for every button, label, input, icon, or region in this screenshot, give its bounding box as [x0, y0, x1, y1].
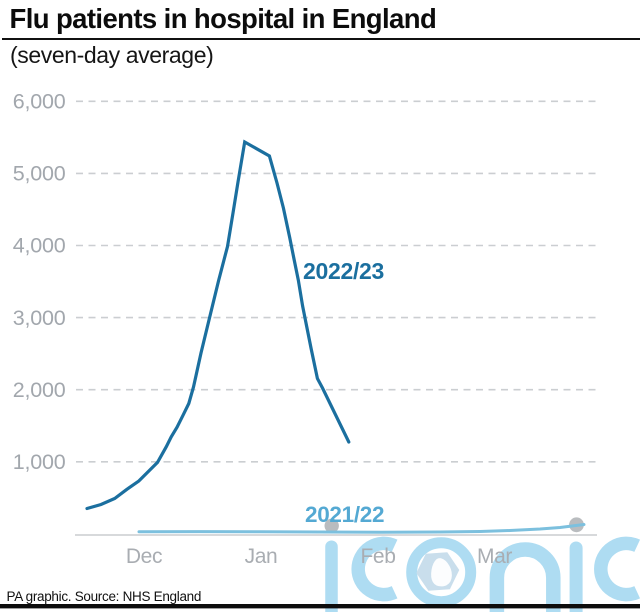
- svg-text:Feb: Feb: [361, 545, 396, 568]
- svg-text:3,000: 3,000: [13, 306, 66, 330]
- svg-text:4,000: 4,000: [13, 234, 66, 258]
- svg-text:2021/22: 2021/22: [305, 502, 384, 527]
- svg-text:6,000: 6,000: [13, 90, 66, 114]
- svg-text:Dec: Dec: [126, 545, 162, 568]
- svg-text:Jan: Jan: [245, 545, 278, 568]
- svg-text:2022/23: 2022/23: [303, 258, 384, 284]
- svg-text:1,000: 1,000: [13, 450, 66, 474]
- svg-text:Mar: Mar: [477, 545, 512, 568]
- svg-text:2,000: 2,000: [13, 378, 66, 402]
- svg-text:5,000: 5,000: [13, 162, 66, 186]
